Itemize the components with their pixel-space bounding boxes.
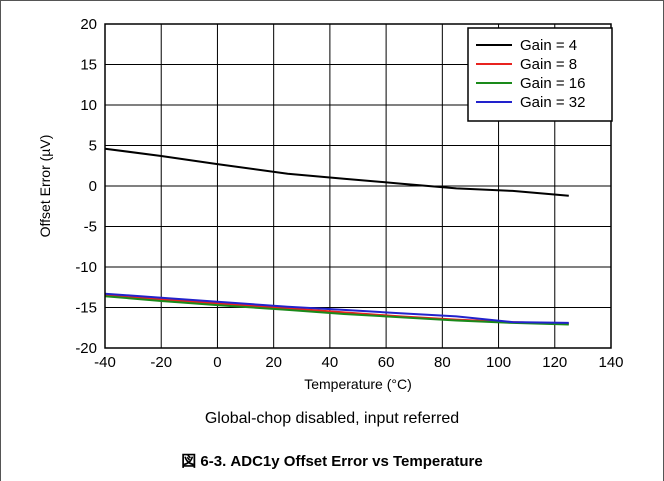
series-lines: [104, 147, 569, 326]
y-tick-label: 5: [89, 138, 97, 155]
offset-error-chart: -40 -20 0 20 40 60 80 100 120 140 20151050-5-10-1…: [37, 16, 624, 392]
legend: Gain = 4 Gain = 8 Gain = 16 Gain = 32: [467, 27, 613, 122]
y-tick-label: -15: [75, 300, 97, 317]
x-tick-label: -40: [94, 354, 116, 371]
x-tick-label: 140: [598, 354, 623, 371]
x-tick-label: 80: [434, 354, 451, 371]
legend-label: Gain = 32: [520, 94, 585, 111]
y-tick-label: 0: [89, 178, 97, 195]
x-axis-label: Temperature (°C): [304, 376, 412, 392]
y-tick-label: 10: [80, 97, 97, 114]
x-tick-label: 20: [265, 354, 282, 371]
x-tick-label: 120: [542, 354, 567, 371]
y-tick-label: -10: [75, 259, 97, 276]
x-tick-label: 40: [322, 354, 339, 371]
x-tick-labels: -40 -20 0 20 40 60 80 100 120 140: [94, 354, 623, 371]
figure-title: 図 6-3. ADC1y Offset Error vs Temperature: [181, 453, 483, 470]
x-tick-label: 60: [378, 354, 395, 371]
y-tick-label: 20: [80, 16, 97, 33]
x-tick-label: 0: [213, 354, 221, 371]
y-tick-label: -5: [84, 219, 97, 236]
series-line-gain-4: [104, 147, 569, 197]
x-tick-label: 100: [486, 354, 511, 371]
series-line-gain-16: [104, 295, 569, 326]
legend-label: Gain = 8: [520, 56, 577, 73]
y-tick-label: 15: [80, 57, 97, 74]
plot-border: [104, 23, 612, 349]
y-tick-label: -20: [75, 340, 97, 357]
chart-subtitle: Global-chop disabled, input referred: [204, 410, 460, 427]
series-line-gain-32: [104, 292, 569, 324]
y-axis-label: Offset Error (µV): [37, 135, 53, 238]
x-tick-label: -20: [150, 354, 172, 371]
legend-box: [467, 27, 613, 122]
y-tick-labels: 20 15 10 5 0 -5 -10 -15 -20: [75, 16, 97, 357]
legend-label: Gain = 16: [520, 75, 585, 92]
legend-label: Gain = 4: [520, 37, 577, 54]
